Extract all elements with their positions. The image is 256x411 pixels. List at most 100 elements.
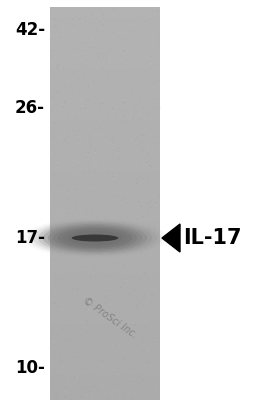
Point — [50, 53, 54, 60]
Point — [131, 269, 135, 276]
Point — [58, 212, 62, 219]
Point — [64, 290, 68, 296]
Point — [80, 193, 84, 199]
Point — [155, 301, 159, 307]
Point — [136, 298, 140, 304]
Point — [125, 365, 129, 372]
Point — [60, 174, 64, 180]
Point — [141, 213, 145, 220]
Point — [115, 251, 119, 258]
Point — [75, 391, 79, 398]
Point — [125, 278, 129, 284]
Point — [145, 158, 150, 164]
Point — [153, 5, 157, 12]
Point — [118, 113, 122, 119]
Point — [132, 287, 136, 294]
Point — [135, 266, 139, 272]
Point — [55, 307, 59, 314]
Point — [54, 344, 58, 350]
Point — [117, 155, 121, 162]
Point — [74, 28, 79, 35]
Text: 17-: 17- — [15, 229, 45, 247]
Point — [101, 307, 105, 314]
Point — [129, 110, 133, 116]
Point — [58, 368, 62, 375]
Point — [76, 268, 80, 274]
Point — [104, 370, 108, 376]
Point — [95, 374, 99, 381]
Point — [113, 293, 118, 300]
Point — [131, 305, 135, 312]
Point — [155, 44, 159, 51]
Point — [146, 111, 151, 117]
Point — [79, 362, 83, 368]
Point — [153, 86, 157, 93]
Point — [99, 357, 103, 364]
Point — [115, 130, 119, 137]
Point — [79, 104, 83, 111]
Point — [60, 192, 64, 199]
Point — [76, 286, 80, 292]
Point — [56, 240, 60, 246]
Point — [104, 120, 108, 126]
Point — [71, 91, 75, 98]
Point — [51, 71, 55, 78]
Point — [76, 290, 80, 296]
Point — [49, 257, 53, 264]
Point — [61, 242, 65, 249]
Point — [153, 393, 157, 400]
Point — [127, 269, 132, 276]
Point — [124, 211, 129, 218]
Point — [139, 187, 143, 194]
Point — [60, 345, 64, 352]
Point — [139, 203, 143, 210]
Point — [66, 205, 70, 212]
Point — [144, 62, 148, 68]
Point — [155, 206, 159, 212]
Point — [64, 27, 68, 33]
Point — [122, 280, 126, 287]
Point — [94, 323, 98, 330]
Point — [66, 190, 70, 197]
Point — [62, 67, 66, 74]
Point — [156, 334, 161, 341]
Point — [101, 15, 105, 21]
Point — [105, 160, 109, 166]
Point — [87, 307, 91, 313]
Point — [138, 33, 142, 40]
Point — [54, 111, 58, 118]
Point — [111, 173, 115, 180]
Point — [158, 294, 162, 300]
Point — [131, 244, 135, 251]
Point — [86, 149, 90, 156]
Point — [116, 190, 120, 197]
Point — [141, 148, 145, 154]
Point — [109, 222, 113, 228]
Point — [156, 222, 160, 228]
Point — [79, 225, 83, 232]
Point — [99, 300, 103, 307]
Point — [58, 46, 62, 53]
Point — [130, 34, 134, 41]
Point — [94, 232, 98, 239]
Point — [80, 297, 84, 303]
Point — [70, 10, 74, 17]
Point — [71, 267, 75, 274]
Point — [115, 360, 119, 367]
Point — [100, 100, 104, 107]
Point — [128, 39, 132, 45]
Point — [109, 261, 113, 268]
Point — [138, 61, 143, 68]
Point — [73, 67, 77, 74]
Point — [140, 248, 144, 255]
Point — [65, 259, 69, 265]
Point — [77, 133, 81, 140]
Point — [134, 85, 138, 92]
Point — [90, 24, 94, 31]
Point — [125, 277, 129, 284]
Point — [116, 234, 120, 240]
Point — [103, 101, 107, 108]
Point — [120, 33, 124, 40]
Point — [122, 236, 126, 242]
Point — [148, 199, 153, 205]
